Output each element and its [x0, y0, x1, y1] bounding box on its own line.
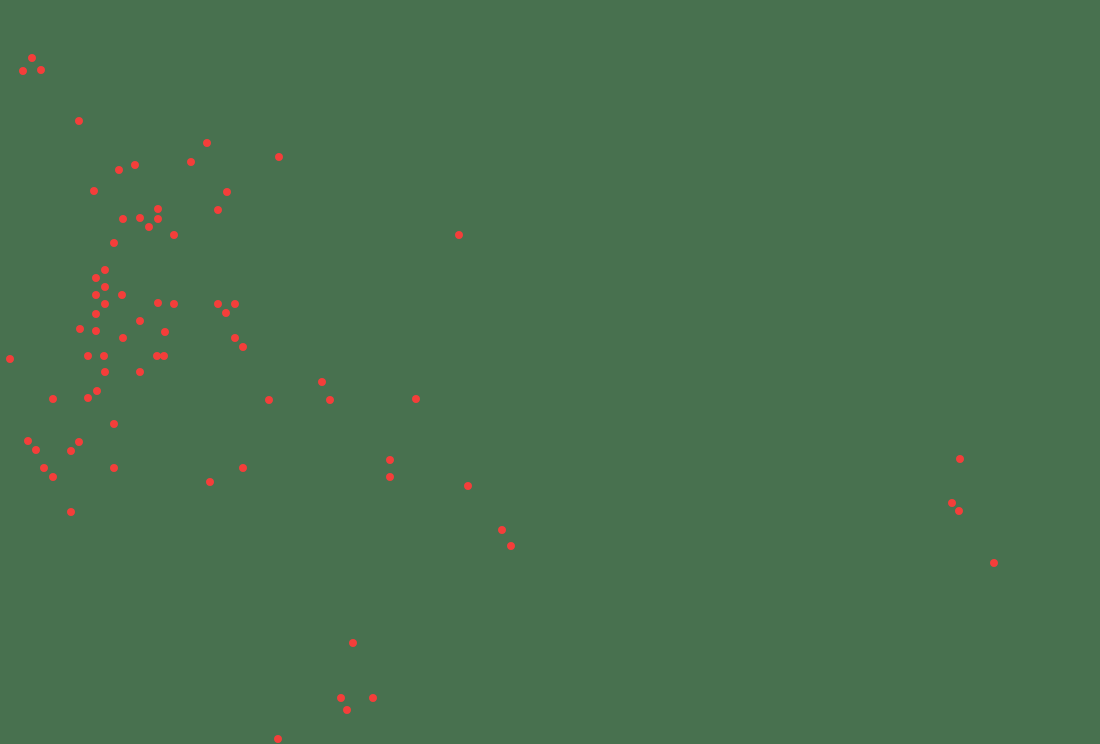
map-marker[interactable]	[343, 706, 351, 714]
map-marker[interactable]	[498, 526, 506, 534]
map-marker[interactable]	[92, 291, 100, 299]
map-marker[interactable]	[92, 327, 100, 335]
map-marker[interactable]	[93, 387, 101, 395]
map-marker[interactable]	[455, 231, 463, 239]
map-marker[interactable]	[161, 328, 169, 336]
map-marker[interactable]	[206, 478, 214, 486]
map-marker[interactable]	[326, 396, 334, 404]
map-marker[interactable]	[40, 464, 48, 472]
map-marker[interactable]	[67, 508, 75, 516]
map-marker[interactable]	[101, 266, 109, 274]
map-marker[interactable]	[37, 66, 45, 74]
map-marker[interactable]	[170, 231, 178, 239]
map-marker[interactable]	[84, 352, 92, 360]
map-marker[interactable]	[136, 368, 144, 376]
map-marker[interactable]	[349, 639, 357, 647]
map-marker[interactable]	[955, 507, 963, 515]
map-marker[interactable]	[222, 309, 230, 317]
map-marker[interactable]	[154, 215, 162, 223]
map-marker[interactable]	[223, 188, 231, 196]
map-marker[interactable]	[136, 317, 144, 325]
map-marker[interactable]	[101, 368, 109, 376]
map-marker[interactable]	[49, 473, 57, 481]
map-marker[interactable]	[145, 223, 153, 231]
map-marker[interactable]	[214, 206, 222, 214]
map-marker[interactable]	[19, 67, 27, 75]
map-marker[interactable]	[239, 343, 247, 351]
map-marker[interactable]	[369, 694, 377, 702]
map-marker[interactable]	[110, 420, 118, 428]
map-marker[interactable]	[100, 352, 108, 360]
map-marker[interactable]	[49, 395, 57, 403]
map-marker[interactable]	[110, 464, 118, 472]
map-marker[interactable]	[153, 352, 161, 360]
map-marker[interactable]	[275, 153, 283, 161]
map-marker[interactable]	[154, 205, 162, 213]
map-marker[interactable]	[101, 283, 109, 291]
map-marker[interactable]	[507, 542, 515, 550]
map-marker[interactable]	[75, 438, 83, 446]
map-marker[interactable]	[24, 437, 32, 445]
map-marker[interactable]	[337, 694, 345, 702]
map-marker[interactable]	[231, 334, 239, 342]
map-marker[interactable]	[274, 735, 282, 743]
map-marker[interactable]	[118, 291, 126, 299]
map-marker[interactable]	[187, 158, 195, 166]
map-marker[interactable]	[67, 447, 75, 455]
map-marker[interactable]	[412, 395, 420, 403]
map-marker[interactable]	[84, 394, 92, 402]
map-marker[interactable]	[136, 214, 144, 222]
map-marker[interactable]	[948, 499, 956, 507]
map-marker[interactable]	[154, 299, 162, 307]
map-marker[interactable]	[90, 187, 98, 195]
map-marker[interactable]	[214, 300, 222, 308]
map-marker[interactable]	[75, 117, 83, 125]
map-marker[interactable]	[119, 215, 127, 223]
map-marker[interactable]	[92, 274, 100, 282]
map-marker[interactable]	[386, 456, 394, 464]
map-marker[interactable]	[265, 396, 273, 404]
map-marker[interactable]	[115, 166, 123, 174]
map-marker[interactable]	[32, 446, 40, 454]
map-marker[interactable]	[990, 559, 998, 567]
map-marker[interactable]	[101, 300, 109, 308]
map-marker[interactable]	[119, 334, 127, 342]
map-marker[interactable]	[160, 352, 168, 360]
map-marker[interactable]	[28, 54, 36, 62]
map-marker[interactable]	[318, 378, 326, 386]
map-marker[interactable]	[231, 300, 239, 308]
map-marker[interactable]	[6, 355, 14, 363]
map-marker[interactable]	[464, 482, 472, 490]
map-marker[interactable]	[92, 310, 100, 318]
map-marker[interactable]	[131, 161, 139, 169]
map-marker[interactable]	[956, 455, 964, 463]
map-marker[interactable]	[203, 139, 211, 147]
map-marker[interactable]	[76, 325, 84, 333]
map-marker[interactable]	[110, 239, 118, 247]
map-marker[interactable]	[170, 300, 178, 308]
map-marker[interactable]	[386, 473, 394, 481]
map-marker[interactable]	[239, 464, 247, 472]
